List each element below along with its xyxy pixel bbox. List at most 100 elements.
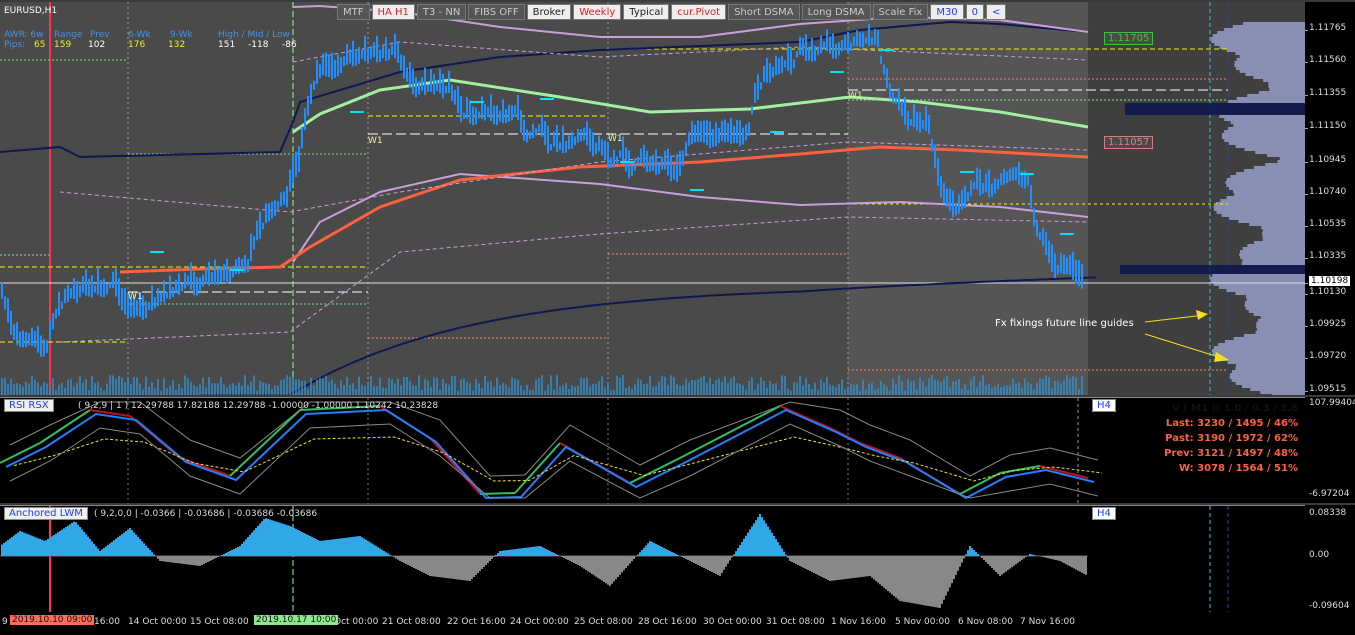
stats-value: -118	[248, 40, 269, 50]
time-axis[interactable]: 9 16:00 14 Oct 00:00 15 Oct 08:00 Oct 00:00 2…	[0, 612, 1355, 635]
price-tag-lower: 1.11057	[1104, 136, 1154, 149]
lwm-canvas[interactable]	[0, 506, 1305, 613]
volume-profile-bar	[1233, 337, 1305, 340]
rsi-timeframe-badge[interactable]: H4	[1092, 399, 1116, 412]
rsi-segment	[0, 442, 41, 464]
volume-profile-bar	[1247, 244, 1305, 247]
stats-header: Prev	[90, 30, 110, 40]
price-scale-label: 1.11355	[1309, 88, 1347, 98]
price-scale-label: 1.11560	[1309, 55, 1347, 65]
main-price-scale[interactable]: 1.11765 1.11560 1.11355 1.11150 1.10945 1.107…	[1305, 2, 1355, 395]
volume-profile-bar	[1215, 355, 1305, 358]
price-scale-tick	[1305, 62, 1308, 63]
price-scale-label: 1.11150	[1309, 121, 1347, 131]
current-price-label: 1.10198	[1309, 276, 1351, 286]
time-axis-label: 14 Oct 00:00	[128, 617, 187, 627]
volume-profile-bar	[1243, 22, 1305, 25]
toolbar-button-broker[interactable]: Broker	[526, 4, 572, 20]
volume-profile-bar	[1242, 247, 1305, 250]
volume-profile-bar	[1228, 100, 1305, 103]
volume-profile-bar	[1120, 271, 1305, 274]
time-axis-label: Oct 00:00	[334, 617, 379, 627]
lwm-price-scale[interactable]: 0.08338 0.00 -0.09604	[1305, 505, 1355, 612]
volume-profile-bar	[1222, 133, 1305, 136]
toolbar-button-ha-h1[interactable]: HA H1	[371, 4, 415, 20]
price-scale-tick	[1305, 128, 1308, 129]
volume-profile-bar	[1229, 217, 1305, 220]
toolbar-button-long-dsma[interactable]: Long DSMA	[801, 4, 871, 20]
volume-profile-bar	[1260, 391, 1305, 394]
volume-profile-bar	[1271, 394, 1305, 395]
toolbar-button-m30[interactable]: M30	[930, 4, 964, 20]
toolbar-button-short-dsma[interactable]: Short DSMA	[728, 4, 800, 20]
lwm-label[interactable]: Anchored LWM	[4, 507, 88, 520]
price-scale-tick	[1305, 258, 1308, 259]
volume-profile-bar	[1213, 208, 1305, 211]
volume-profile-bar	[1221, 136, 1305, 139]
toolbar-button-0[interactable]: 0	[965, 4, 985, 20]
volume-profile-bar	[1262, 232, 1305, 235]
week-label: W1	[848, 91, 863, 101]
price-scale-label: 1.10130	[1309, 287, 1347, 297]
time-axis-label: 24 Oct 00:00	[510, 617, 569, 627]
toolbar-button-t3-nn[interactable]: T3 - NN	[416, 4, 467, 20]
price-scale-label: 1.10740	[1309, 187, 1347, 197]
toolbar-button-mtf[interactable]: MTF	[337, 4, 370, 20]
volume-profile-bar	[1263, 79, 1305, 82]
rsi-price-scale[interactable]: 107.99404 -6.97204	[1305, 397, 1355, 503]
rsi-panel[interactable]	[0, 397, 1305, 504]
volume-profile-bar	[1218, 343, 1305, 346]
price-chart-canvas[interactable]: W1 W1 W1 W1	[0, 2, 1305, 395]
volume-profile-bar	[1247, 94, 1305, 97]
rsi-canvas[interactable]	[0, 398, 1305, 504]
main-price-panel[interactable]: W1 W1 W1 W1	[0, 2, 1305, 395]
volume-profile-bar	[1241, 262, 1305, 265]
lwm-scale-label: 0.00	[1309, 550, 1330, 560]
volume-profile-bar	[1234, 193, 1305, 196]
volume-profile-bar	[1216, 211, 1305, 214]
volume-profile-bar	[1261, 226, 1305, 229]
volume-profile-bar	[1210, 277, 1305, 280]
toolbar-button-fibs-off[interactable]: FIBS OFF	[468, 4, 525, 20]
volume-profile-bar	[1210, 280, 1305, 283]
lwm-panel[interactable]	[0, 505, 1305, 613]
volume-profile-bar	[1211, 349, 1305, 352]
volume-profile-bar	[1245, 307, 1305, 310]
volume-profile-bar	[1228, 127, 1305, 130]
rsi-label[interactable]: RSI RSX	[4, 399, 54, 412]
toolbar-button-[interactable]: <	[986, 4, 1007, 20]
volume-profile-bar	[1242, 259, 1305, 262]
time-axis-label: 21 Oct 08:00	[382, 617, 441, 627]
volume-profile-bar	[1244, 301, 1305, 304]
week-label: W1	[608, 134, 623, 144]
volume-profile-bar	[1231, 379, 1305, 382]
toolbar-button-scale-fix[interactable]: Scale Fix	[872, 4, 929, 20]
envelope-line	[59, 141, 1089, 213]
toolbar-button-typical[interactable]: Typical	[623, 4, 670, 20]
rsi-segment	[429, 437, 481, 495]
volume-profile-bar	[1236, 172, 1305, 175]
volume-profile-bar	[1234, 61, 1305, 64]
price-scale-label: 1.09925	[1309, 319, 1347, 329]
time-axis-label: 30 Oct 00:00	[703, 617, 762, 627]
toolbar-button-weekly[interactable]: Weekly	[573, 4, 622, 20]
lwm-timeframe-badge[interactable]: H4	[1092, 507, 1116, 520]
volume-profile-bar	[1235, 67, 1305, 70]
volume-profile-bar	[1212, 34, 1305, 37]
volume-profile-bar	[1228, 142, 1305, 145]
volume-stats-row: W: 3078 / 1564 / 51%	[1178, 463, 1298, 474]
volume-profile-bar	[1244, 148, 1305, 151]
stats-value: -86	[282, 40, 297, 50]
volume-profile-bar	[1220, 358, 1305, 361]
volume-profile-bar	[1233, 190, 1305, 193]
volume-profile-bar	[1219, 46, 1305, 49]
toolbar-button-cur-pivot[interactable]: cur.Pivot	[671, 4, 727, 20]
volume-profile-bar	[1219, 115, 1305, 118]
green-moving-average	[292, 78, 1089, 134]
rsi-segment	[89, 409, 131, 417]
volume-profile-bar	[1253, 166, 1305, 169]
volume-profile-bar	[1120, 268, 1305, 271]
volume-profile-bar	[1258, 91, 1305, 94]
time-axis-highlight-anchor: 2019.10.17 10:00	[254, 615, 339, 625]
